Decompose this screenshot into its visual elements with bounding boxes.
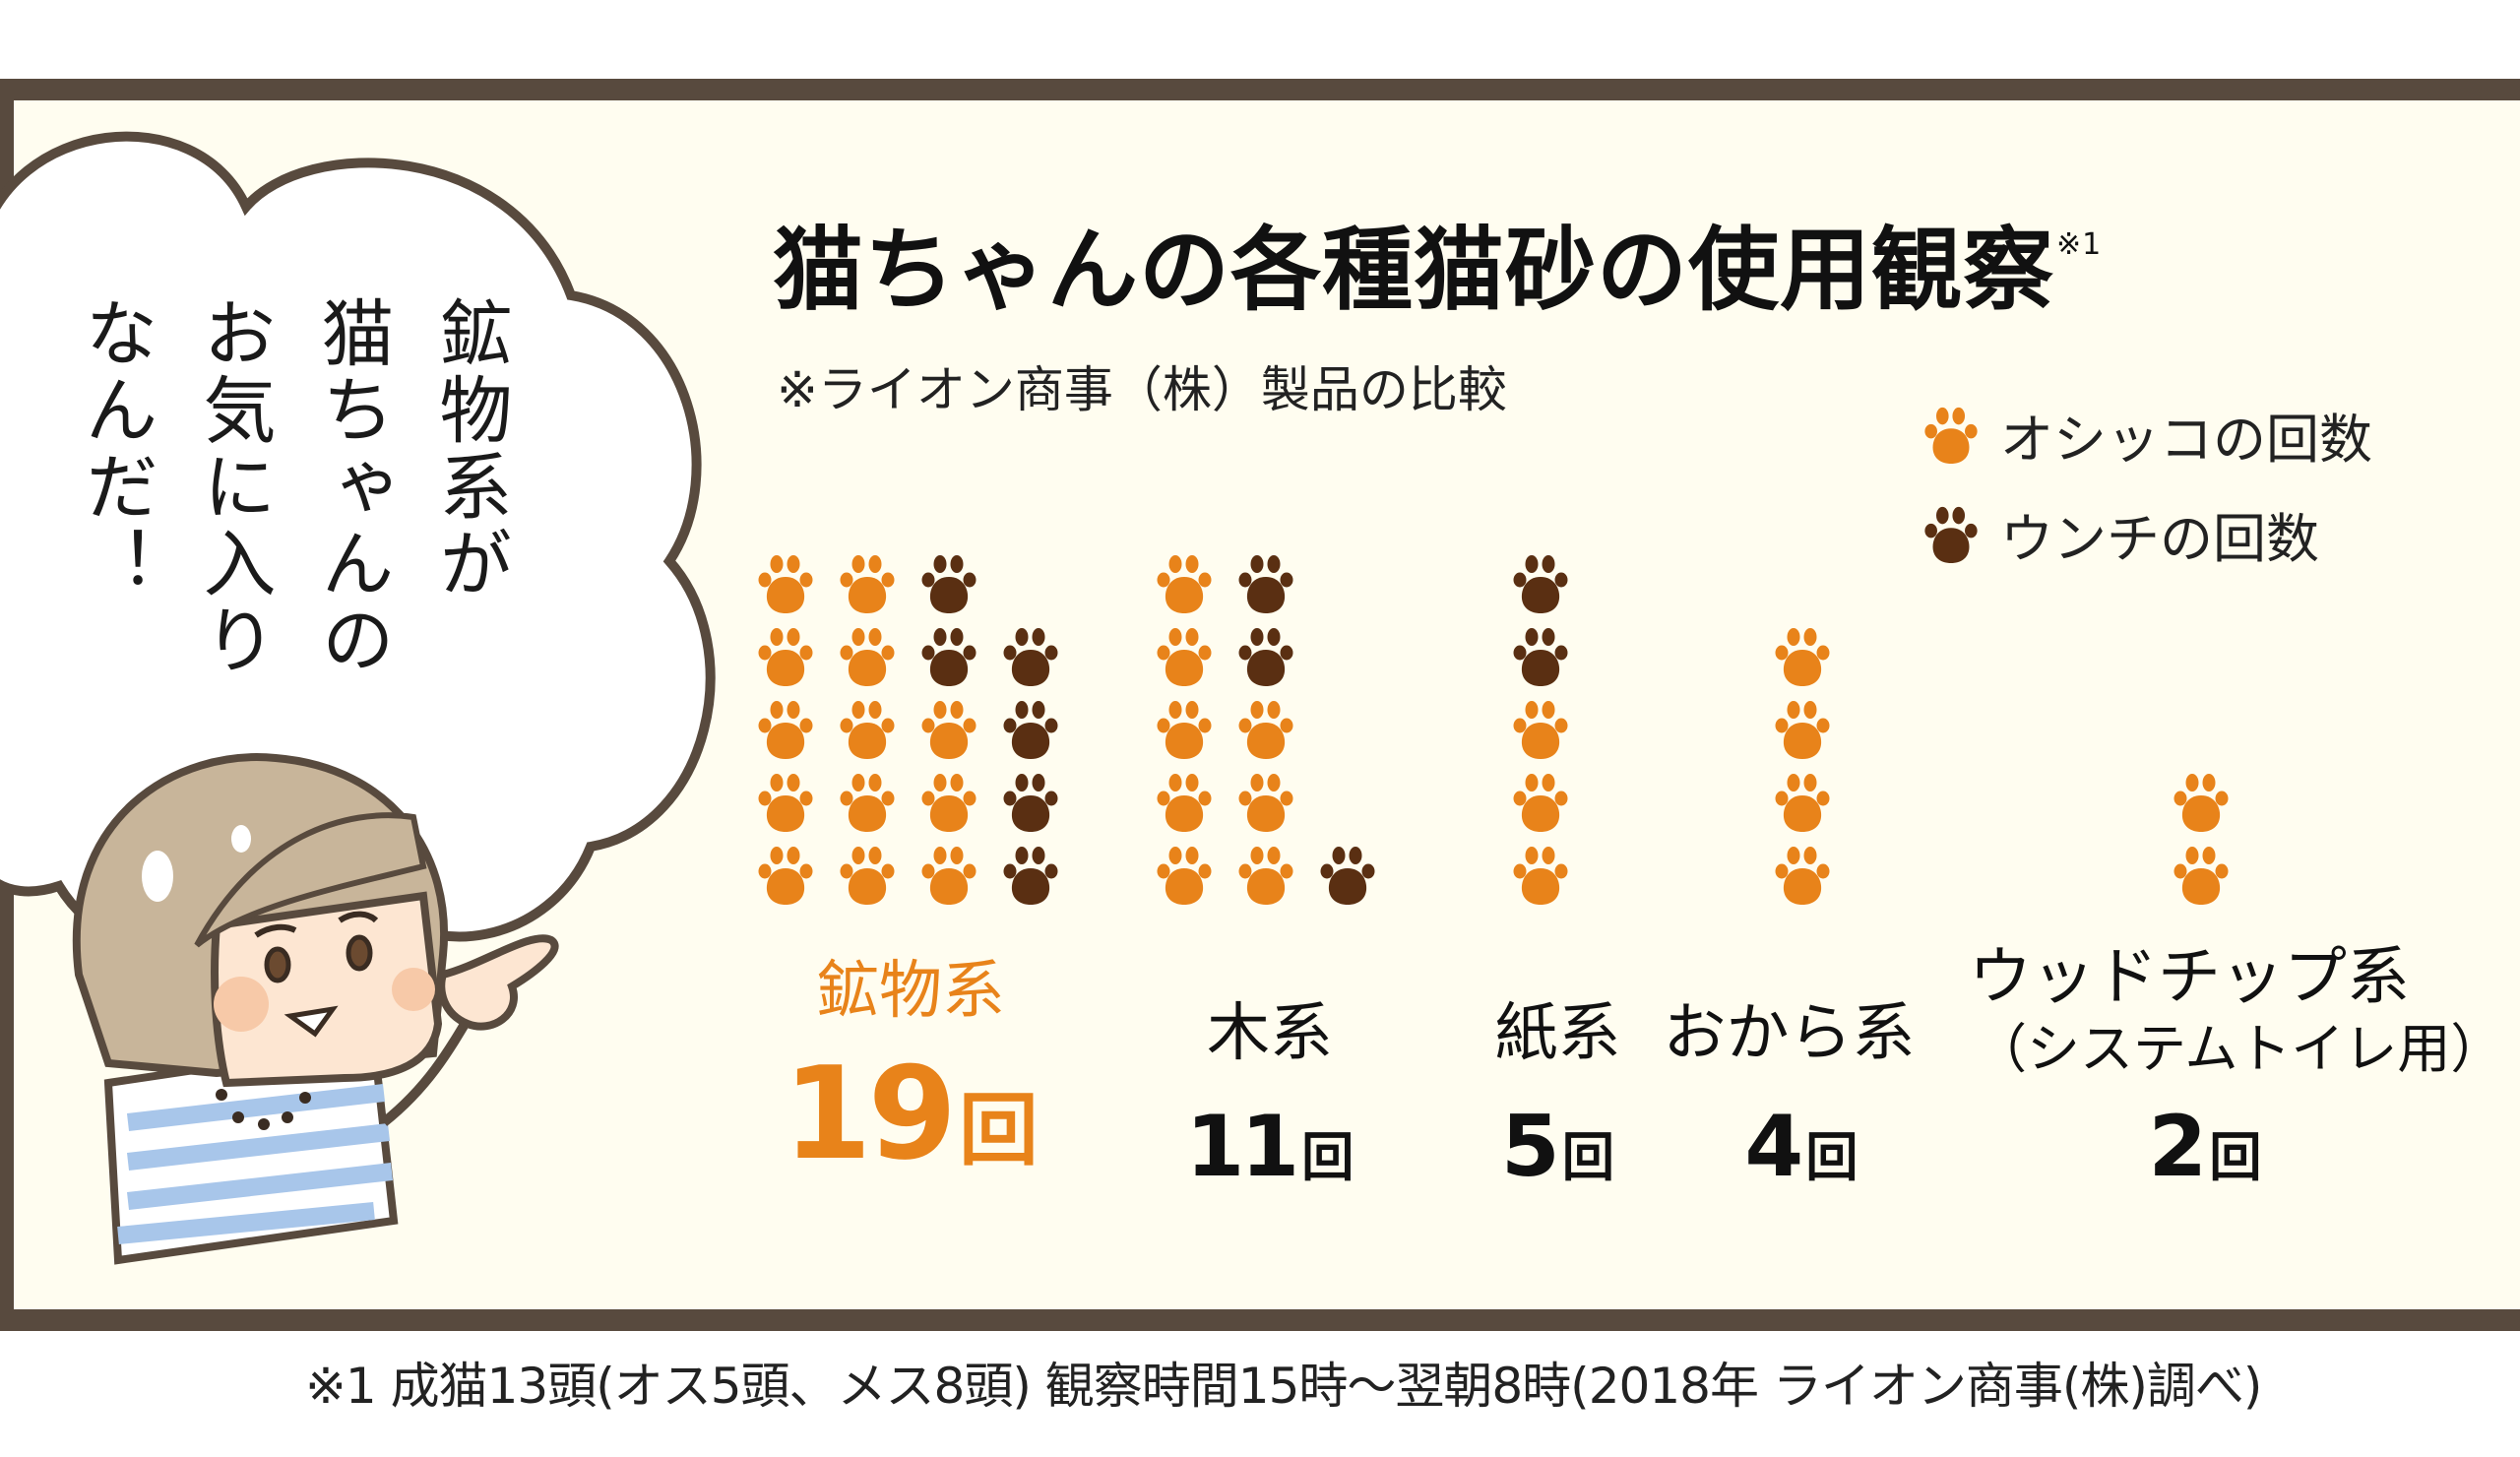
paw-print-icon <box>921 699 976 760</box>
paw-print-icon <box>840 772 895 833</box>
paw-print-icon <box>1920 505 1983 564</box>
category-count-mineral: 19回 <box>783 1049 1039 1177</box>
paw-print-icon <box>1238 553 1293 614</box>
title-footnote-ref: ※1 <box>2056 227 2103 262</box>
paw-print-icon <box>840 845 895 906</box>
paw-print-icon <box>758 553 813 614</box>
paw-print-icon <box>758 626 813 687</box>
count-unit: 回 <box>1561 1127 1615 1188</box>
count-value: 5 <box>1500 1098 1560 1196</box>
paw-print-icon <box>1775 772 1830 833</box>
count-value: 2 <box>2148 1098 2207 1196</box>
paw-print-icon <box>1157 699 1212 760</box>
count-unit: 回 <box>1805 1127 1858 1188</box>
paw-print-icon <box>1003 699 1058 760</box>
paw-print-icon <box>1775 699 1830 760</box>
bubble-line-3: お気に入り <box>191 295 276 679</box>
paw-print-icon <box>1513 845 1568 906</box>
category-count-wood: 11 回 <box>1176 1105 1363 1189</box>
girl-character-illustration <box>72 753 559 1265</box>
category-label-wood: 木系 <box>1207 997 1333 1070</box>
paw-print-icon <box>1238 845 1293 906</box>
chart-title: 猫ちゃんの各種猫砂の使用観察※1 <box>773 219 2102 323</box>
paw-print-icon <box>1003 845 1058 906</box>
category-label-woodchip: ウッドチップ系 <box>1969 941 2410 1014</box>
paw-print-icon <box>921 553 976 614</box>
paw-print-icon <box>1157 845 1212 906</box>
paw-print-icon <box>1238 699 1293 760</box>
chart-subtitle: ※ライオン商事（株）製品の比較 <box>777 361 1507 418</box>
paw-print-icon <box>758 699 813 760</box>
legend-item-urine: オシッコの回数 <box>1920 396 2372 474</box>
paw-print-icon <box>758 772 813 833</box>
paw-print-icon <box>1003 772 1058 833</box>
count-value: 19 <box>783 1039 957 1188</box>
chart-legend: オシッコの回数 ウンチの回数 <box>1920 396 2372 573</box>
count-unit: 回 <box>2209 1127 2262 1188</box>
paw-print-icon <box>1157 772 1212 833</box>
paw-print-icon <box>1775 845 1830 906</box>
paw-print-icon <box>1320 845 1375 906</box>
chart-title-text: 猫ちゃんの各種猫砂の使用観察 <box>773 218 2055 323</box>
paw-print-icon <box>1003 626 1058 687</box>
paw-print-icon <box>1513 626 1568 687</box>
paw-print-icon <box>1157 626 1212 687</box>
category-label-mineral: 鉱物系 <box>816 955 1005 1028</box>
paw-print-icon <box>840 553 895 614</box>
paw-print-icon <box>921 626 976 687</box>
paw-print-icon <box>758 845 813 906</box>
paw-print-icon <box>1513 553 1568 614</box>
paw-print-icon <box>840 626 895 687</box>
legend-label-urine: オシッコの回数 <box>2000 409 2372 471</box>
bubble-line-4: なんだ！ <box>73 295 158 602</box>
category-label-okara: おから系 <box>1663 997 1916 1070</box>
paw-print-icon <box>2174 845 2229 906</box>
count-unit: 回 <box>1301 1127 1354 1188</box>
category-label-paper: 紙系 <box>1494 997 1621 1070</box>
paw-print-icon <box>1157 553 1212 614</box>
paw-print-icon <box>1920 406 1983 465</box>
paw-print-icon <box>1513 772 1568 833</box>
footnote: ※1 成猫13頭(オス5頭、メス8頭) 観察時間15時～翌朝8時(2018年 ラ… <box>305 1358 2262 1415</box>
bubble-line-1: 鉱物系が <box>427 295 512 602</box>
paw-print-icon <box>1513 699 1568 760</box>
count-value: 4 <box>1744 1098 1803 1196</box>
count-unit: 回 <box>959 1085 1039 1177</box>
paw-print-icon <box>1238 772 1293 833</box>
paw-print-icon <box>2174 772 2229 833</box>
paw-print-icon <box>1775 626 1830 687</box>
legend-label-feces: ウンチの回数 <box>2000 508 2319 570</box>
category-sublabel-woodchip: （システムトイレ用） <box>1974 1018 2504 1080</box>
legend-item-feces: ウンチの回数 <box>1920 495 2372 573</box>
paw-print-icon <box>840 699 895 760</box>
paw-print-icon <box>921 772 976 833</box>
count-value: 11 <box>1185 1098 1299 1196</box>
bubble-line-2: 猫ちゃんの <box>309 295 394 679</box>
paw-print-icon <box>921 845 976 906</box>
paw-print-icon <box>1238 626 1293 687</box>
